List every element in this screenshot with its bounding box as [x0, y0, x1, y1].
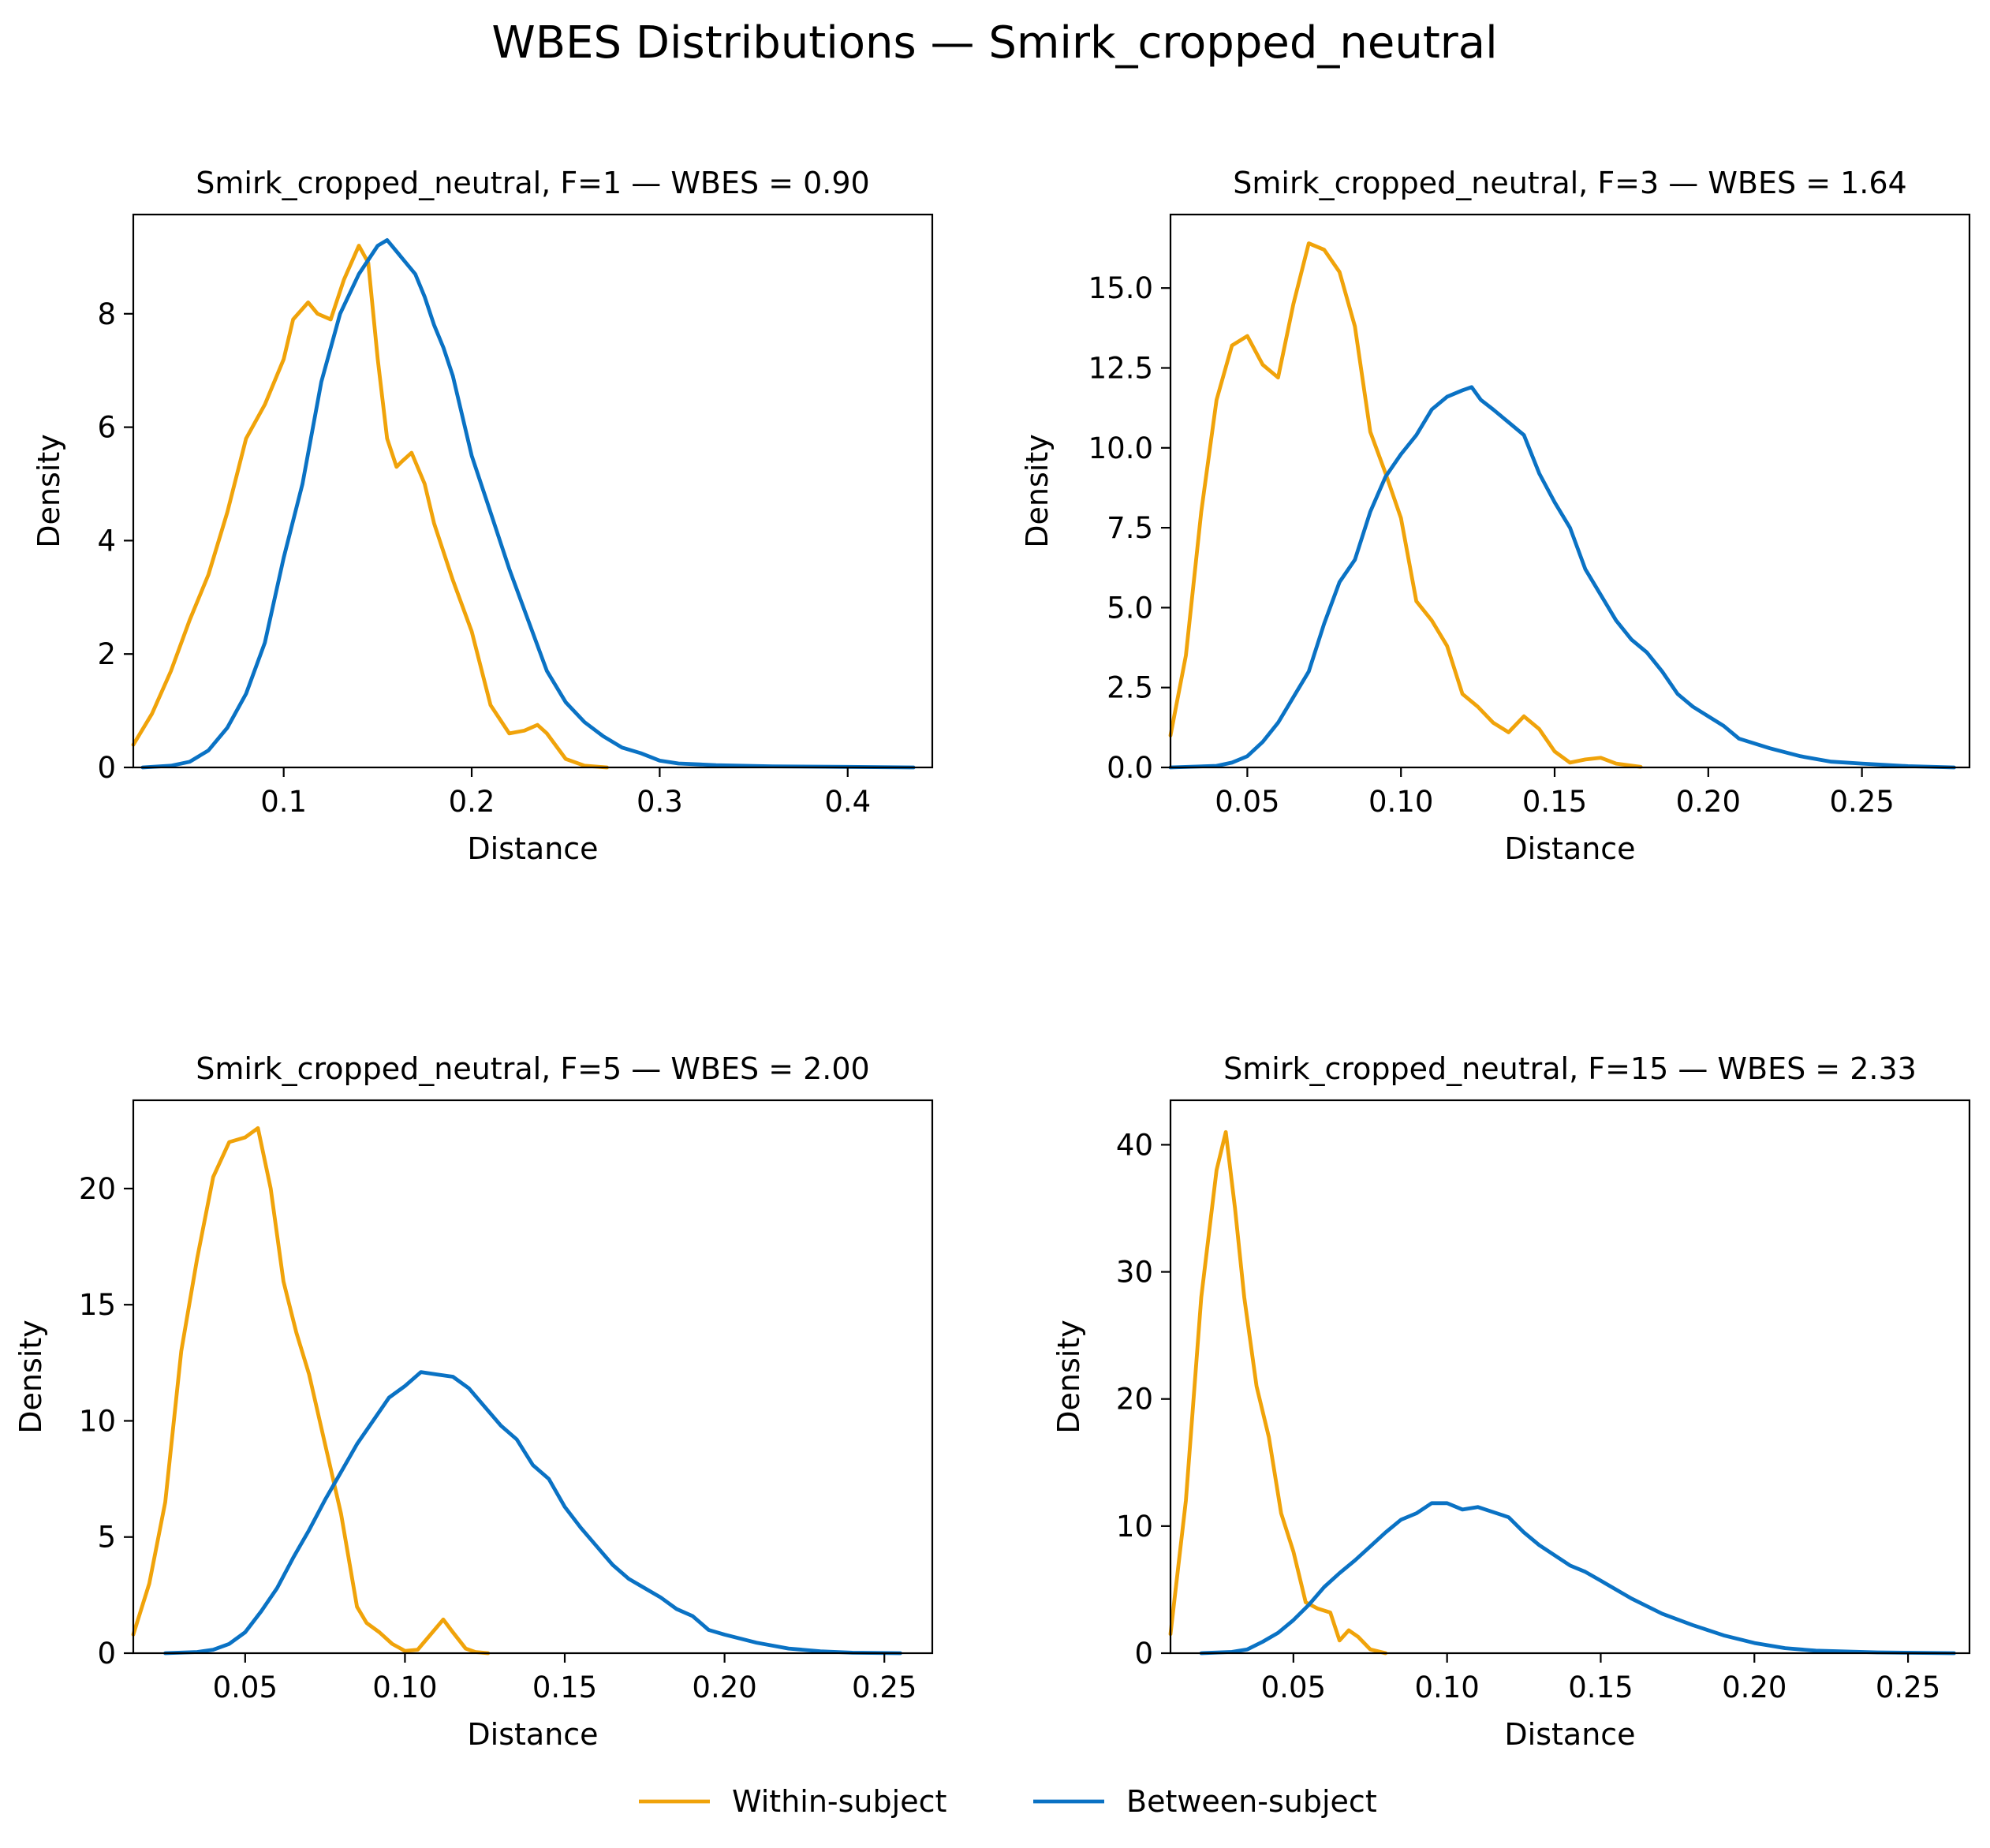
y-tick-label: 20 — [79, 1172, 116, 1206]
y-tick-label: 7.5 — [1107, 511, 1153, 545]
axes-frame — [1169, 1099, 1971, 1655]
subplot-4: 0.05 0.10 0.15 0.20 0.25 0 10 20 30 40 Smirk_cropp… — [1051, 1051, 1971, 1752]
series-line-within — [131, 1126, 491, 1656]
x-axis-label: Distance — [467, 1717, 598, 1752]
x-axis-label: Distance — [1504, 1717, 1635, 1752]
series-line-between — [163, 1370, 902, 1656]
y-tick-label: 30 — [1116, 1256, 1153, 1290]
subplot-title: Smirk_cropped_neutral, F=5 — WBES = 2.00 — [196, 1051, 869, 1086]
y-tick-label: 2.5 — [1107, 671, 1153, 705]
y-tick-label: 15.0 — [1088, 271, 1153, 305]
x-tick-label: 0.25 — [1829, 785, 1894, 819]
legend-within-label: Within-subject — [732, 1784, 946, 1819]
x-tick-label: 0.15 — [1568, 1671, 1633, 1704]
x-tick-label: 0.25 — [1876, 1671, 1940, 1704]
y-axis-label: Density — [13, 1320, 48, 1433]
subplot-title: Smirk_cropped_neutral, F=15 — WBES = 2.3… — [1223, 1051, 1917, 1086]
y-tick-label: 12.5 — [1088, 351, 1153, 385]
y-axis-label: Density — [1051, 1320, 1086, 1433]
y-tick-label: 0 — [97, 1637, 116, 1671]
legend: Within-subject Between-subject — [639, 1784, 1377, 1819]
x-axis-label: Distance — [1504, 831, 1635, 866]
x-tick-label: 0.20 — [1676, 785, 1741, 819]
series-line-within — [1168, 1129, 1388, 1656]
y-tick-label: 10 — [79, 1404, 116, 1438]
y-tick-label: 20 — [1116, 1383, 1153, 1417]
x-axis-label: Distance — [467, 831, 598, 866]
axes-frame — [132, 213, 934, 769]
y-tick-label: 10.0 — [1088, 431, 1153, 465]
y-tick-label: 8 — [97, 297, 116, 331]
x-tick-label: 0.20 — [692, 1671, 756, 1704]
x-tick-label: 0.15 — [1522, 785, 1587, 819]
figure-title: WBES Distributions — Smirk_cropped_neutr… — [491, 17, 1497, 69]
x-tick-label: 0.05 — [1261, 1671, 1326, 1704]
legend-between-label: Between-subject — [1126, 1784, 1377, 1819]
x-tick-label: 0.4 — [824, 785, 871, 819]
x-tick-label: 0.15 — [532, 1671, 597, 1704]
series-line-within — [131, 244, 609, 770]
series-line-within — [1168, 241, 1643, 769]
y-tick-label: 2 — [97, 637, 116, 671]
y-tick-label: 40 — [1116, 1128, 1153, 1162]
x-tick-label: 0.2 — [449, 785, 495, 819]
y-tick-label: 0 — [97, 751, 116, 785]
subplots-grid: 0.1 0.2 0.3 0.4 0 2 4 6 8 Smirk_cropped_neutral, … — [13, 166, 1971, 1752]
subplot-3: 0.05 0.10 0.15 0.20 0.25 0 5 10 15 20 Smirk_croppe… — [13, 1051, 934, 1752]
y-tick-label: 0.0 — [1107, 751, 1153, 785]
x-tick-label: 0.20 — [1722, 1671, 1787, 1704]
x-tick-label: 0.3 — [637, 785, 683, 819]
x-tick-label: 0.1 — [260, 785, 307, 819]
y-axis-label: Density — [32, 434, 66, 547]
x-tick-label: 0.05 — [1215, 785, 1279, 819]
axes-frame — [132, 1099, 934, 1655]
subplot-title: Smirk_cropped_neutral, F=1 — WBES = 0.90 — [196, 166, 869, 200]
x-tick-label: 0.10 — [1368, 785, 1433, 819]
x-tick-label: 0.05 — [213, 1671, 278, 1704]
series-line-between — [1199, 1501, 1956, 1656]
y-tick-label: 5 — [97, 1521, 116, 1555]
y-axis-label: Density — [1020, 434, 1055, 547]
axes-frame — [1169, 213, 1971, 769]
x-tick-label: 0.10 — [372, 1671, 437, 1704]
series-line-between — [1168, 385, 1956, 770]
y-tick-label: 10 — [1116, 1510, 1153, 1544]
subplot-title: Smirk_cropped_neutral, F=3 — WBES = 1.64 — [1233, 166, 1906, 200]
x-tick-label: 0.10 — [1414, 1671, 1479, 1704]
y-tick-label: 6 — [97, 411, 116, 445]
y-tick-label: 0 — [1134, 1637, 1153, 1671]
subplot-1: 0.1 0.2 0.3 0.4 0 2 4 6 8 Smirk_cropped_neutral, … — [32, 166, 934, 866]
series-line-between — [140, 237, 916, 770]
y-tick-label: 4 — [97, 524, 116, 558]
y-tick-label: 15 — [79, 1288, 116, 1322]
subplot-2: 0.05 0.10 0.15 0.20 0.25 0.0 2.5 5.0 7.5 10.0 12.5… — [1020, 166, 1971, 866]
y-tick-label: 5.0 — [1107, 591, 1153, 625]
x-tick-label: 0.25 — [852, 1671, 917, 1704]
